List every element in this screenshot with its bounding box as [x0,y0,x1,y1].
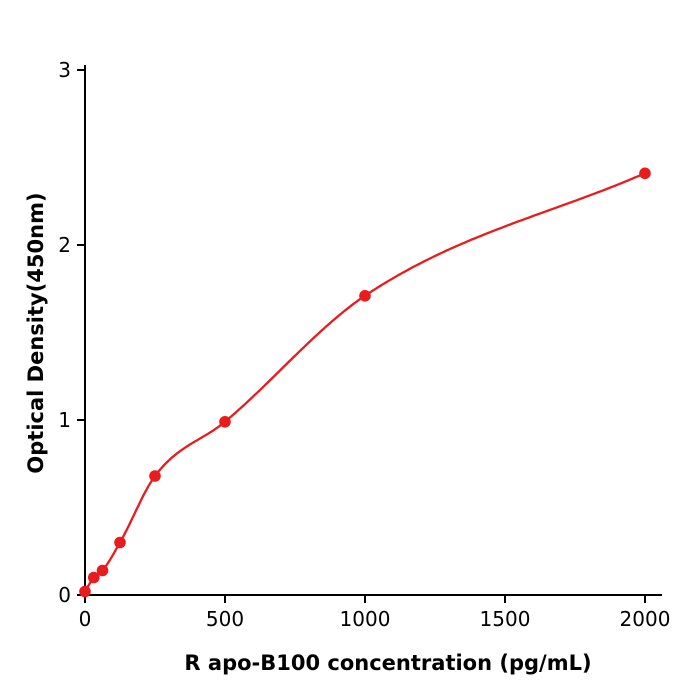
x-tick-label: 0 [79,607,92,631]
x-tick-label: 1500 [480,607,531,631]
data-point [149,470,161,482]
x-tick-label: 1000 [340,607,391,631]
data-point [639,167,651,180]
y-tick-label: 0 [58,583,71,607]
x-axis-label: R apo-B100 concentration (pg/mL) [184,651,592,675]
data-point [219,416,231,428]
y-tick-label: 3 [58,58,71,82]
y-axis-label: Optical Density(450nm) [24,192,48,474]
data-point [88,571,100,584]
data-point [114,536,126,549]
x-tick-label: 500 [206,607,244,631]
data-point [96,564,109,577]
data-point [79,585,91,598]
y-tick-label: 1 [58,408,71,432]
fit-curve [83,172,647,593]
y-tick-label: 2 [58,233,71,257]
data-point [359,290,371,302]
x-tick-label: 2000 [620,607,671,631]
